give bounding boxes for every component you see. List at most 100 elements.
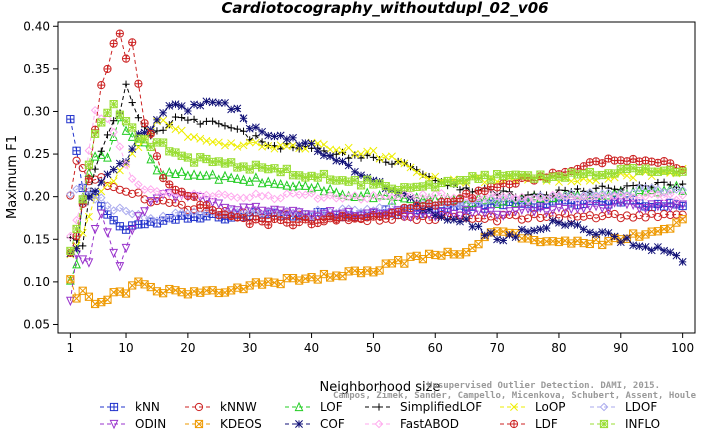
- data-point: [474, 193, 483, 202]
- data-point: [233, 193, 242, 203]
- data-point: [604, 154, 613, 163]
- data-point: [159, 174, 168, 183]
- data-point: [121, 125, 131, 135]
- data-point: [214, 189, 224, 199]
- data-point: [301, 139, 310, 147]
- data-point: [202, 170, 211, 180]
- data-point: [103, 201, 112, 210]
- data-point: [202, 196, 211, 206]
- data-point: [375, 189, 384, 200]
- data-point: [159, 116, 168, 125]
- data-point: [103, 170, 112, 179]
- data-point: [171, 208, 180, 218]
- data-point: [152, 196, 162, 206]
- data-point: [264, 220, 273, 230]
- data-point: [573, 177, 582, 186]
- data-point: [406, 163, 415, 172]
- data-point: [344, 213, 353, 222]
- data-point: [616, 191, 626, 201]
- legend-item: LDF: [500, 417, 558, 431]
- data-point: [629, 173, 638, 182]
- data-point: [115, 142, 125, 152]
- data-point: [437, 213, 446, 222]
- data-point: [474, 206, 483, 217]
- data-point: [252, 132, 260, 140]
- data-point: [665, 189, 675, 199]
- data-point: [332, 216, 341, 225]
- data-point: [195, 170, 205, 180]
- data-point: [678, 210, 687, 219]
- data-point: [604, 188, 613, 198]
- data-point: [251, 138, 260, 147]
- data-point: [103, 295, 112, 304]
- data-point: [567, 219, 576, 228]
- x-tick-label: 1: [67, 341, 75, 355]
- data-point: [245, 193, 255, 202]
- data-point: [72, 259, 81, 269]
- data-point: [480, 231, 489, 240]
- data-point: [301, 215, 310, 224]
- data-point: [530, 226, 539, 235]
- legend-item: LoOP: [500, 400, 566, 414]
- data-point: [90, 225, 100, 235]
- data-point: [492, 192, 502, 201]
- x-tick-label: 50: [366, 341, 381, 355]
- data-point: [623, 182, 631, 190]
- x-tick-label: 90: [613, 341, 628, 355]
- data-point: [375, 154, 384, 163]
- data-point: [573, 204, 582, 214]
- data-point: [443, 215, 452, 224]
- data-point: [634, 204, 644, 214]
- data-point: [282, 206, 292, 216]
- data-point: [653, 185, 663, 194]
- data-point: [561, 221, 570, 229]
- data-point: [480, 198, 490, 208]
- data-point: [313, 147, 322, 156]
- data-point: [653, 201, 663, 212]
- data-point: [362, 204, 372, 214]
- data-point: [245, 124, 254, 133]
- data-point: [84, 212, 93, 221]
- legend-marker: [599, 402, 609, 412]
- data-point: [121, 54, 131, 63]
- data-point: [90, 151, 100, 161]
- data-point: [468, 222, 477, 231]
- data-point: [189, 169, 199, 179]
- data-point: [245, 138, 254, 147]
- data-point: [301, 144, 310, 153]
- data-point: [344, 207, 354, 218]
- data-point: [461, 206, 471, 216]
- data-point: [406, 191, 415, 200]
- data-point: [449, 215, 458, 224]
- data-point: [678, 167, 687, 176]
- data-point: [66, 190, 75, 199]
- data-point: [146, 129, 155, 138]
- data-point: [629, 181, 637, 190]
- data-point: [641, 183, 650, 193]
- data-point: [245, 176, 255, 186]
- data-point: [103, 64, 112, 74]
- data-point: [622, 191, 632, 201]
- data-point: [257, 177, 267, 188]
- data-point: [208, 198, 217, 208]
- data-point: [585, 189, 595, 200]
- plot-frame: [57, 21, 696, 334]
- legend-label: kNNW: [220, 400, 257, 414]
- data-point: [357, 150, 365, 158]
- data-point: [72, 294, 81, 303]
- data-point: [529, 193, 539, 203]
- data-point: [134, 136, 143, 147]
- legend-marker: [510, 403, 518, 411]
- data-point: [165, 121, 173, 129]
- data-point: [579, 192, 588, 202]
- legend-item: KDEOS: [185, 417, 262, 431]
- legend-label: SimplifiedLOF: [400, 400, 482, 414]
- data-point: [499, 210, 508, 219]
- x-axis-label: Neighborhood size: [320, 380, 441, 395]
- data-point: [641, 243, 650, 251]
- data-point: [165, 198, 174, 207]
- data-point: [239, 213, 248, 223]
- data-point: [628, 193, 638, 202]
- y-axis: 0.05 0.10 0.15 0.20 0.25 0.30 0.35 0.40: [23, 19, 58, 331]
- data-point: [647, 246, 656, 255]
